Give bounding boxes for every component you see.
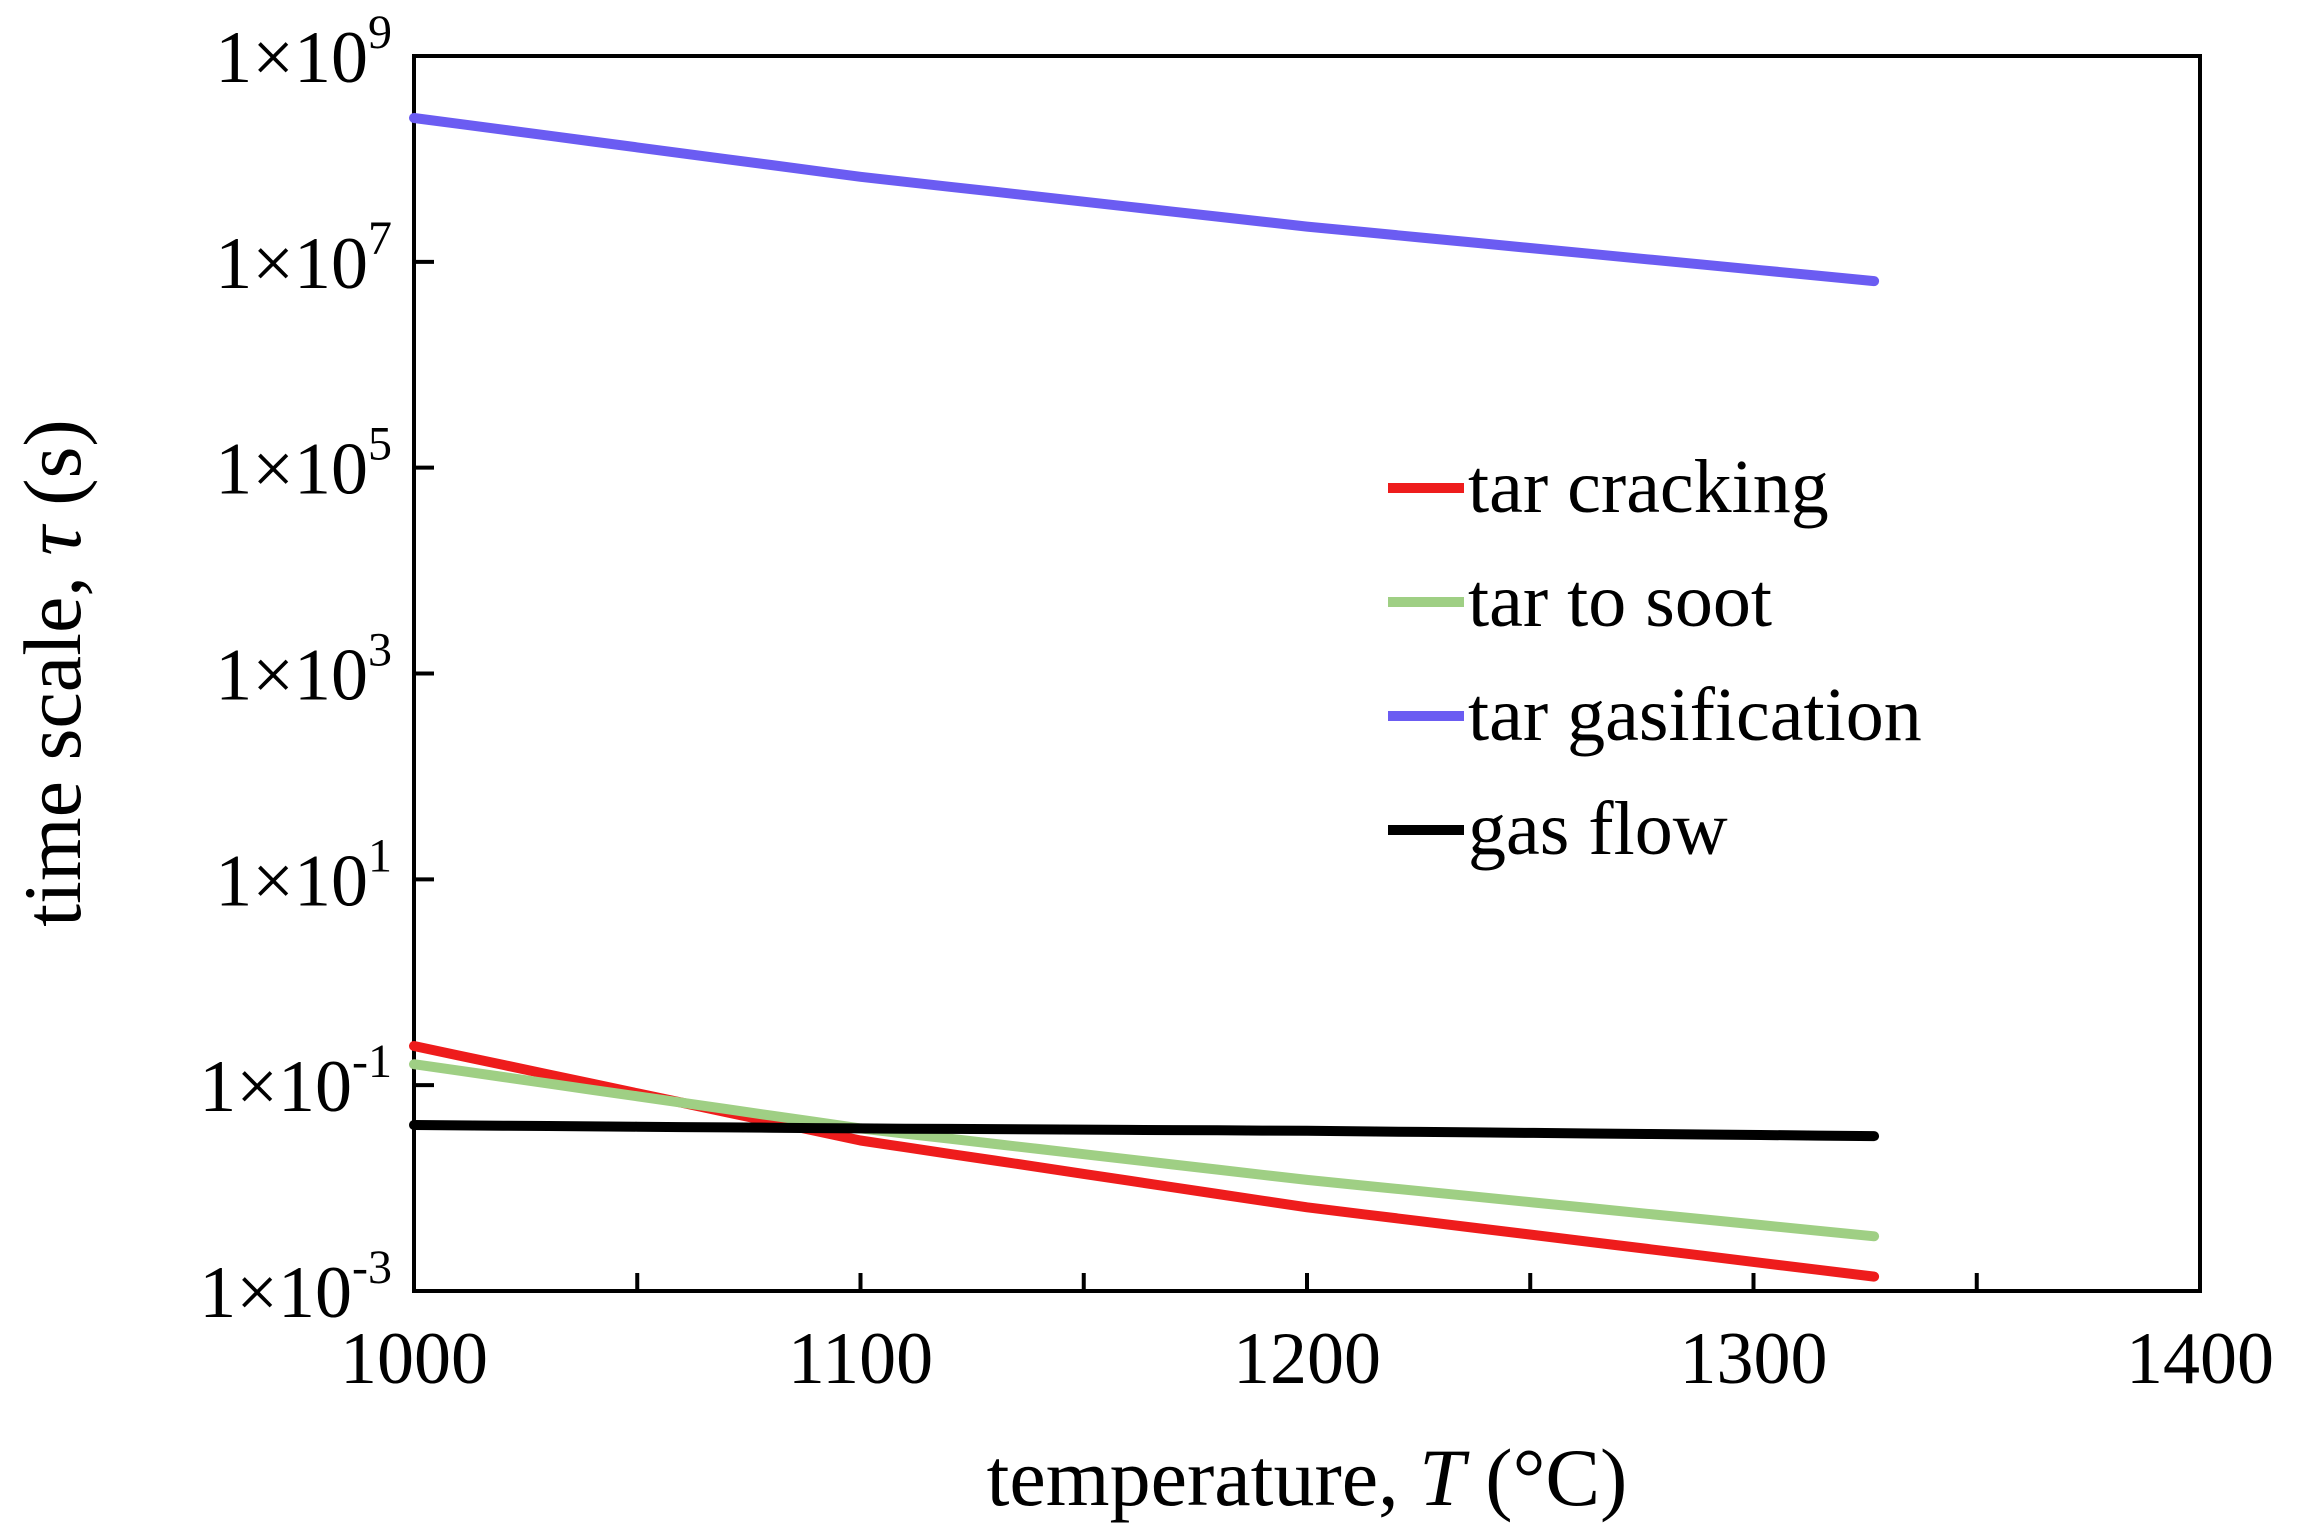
x-ticks: 1000 1100 1200 1300 1400 [340, 1273, 2274, 1400]
x-tick-label: 1300 [1680, 1318, 1828, 1400]
series-line [409, 113, 1880, 287]
series-line [409, 1059, 1880, 1242]
y-axis-title: time scale, τ (s) [7, 419, 98, 927]
x-tick-label: 1100 [788, 1318, 933, 1400]
legend-label: gas flow [1468, 787, 1728, 871]
y-tick-label: 1×10-3 [199, 1241, 392, 1334]
y-ticks: 1×109 1×107 1×105 1×103 1×101 1×10-1 1×10-3 [199, 6, 434, 1334]
x-tick-label: 1200 [1233, 1318, 1381, 1400]
y-tick-label: 1×107 [215, 212, 392, 305]
series-lines [409, 113, 1880, 1282]
x-tick-label: 1000 [340, 1318, 488, 1400]
legend: tar cracking tar to soot tar gasification g… [1388, 445, 1922, 871]
legend-label: tar cracking [1468, 445, 1829, 529]
x-tick-label: 1400 [2126, 1318, 2274, 1400]
y-tick-label: 1×109 [215, 6, 392, 99]
y-tick-label: 1×105 [215, 418, 392, 511]
y-tick-label: 1×101 [215, 829, 392, 922]
y-tick-label: 1×103 [215, 624, 392, 717]
y-tick-label: 1×10-1 [199, 1035, 392, 1128]
legend-label: tar gasification [1468, 673, 1922, 757]
series-line [409, 1120, 1880, 1142]
x-axis-title: temperature, T (°C) [987, 1432, 1628, 1523]
legend-label: tar to soot [1468, 559, 1772, 643]
